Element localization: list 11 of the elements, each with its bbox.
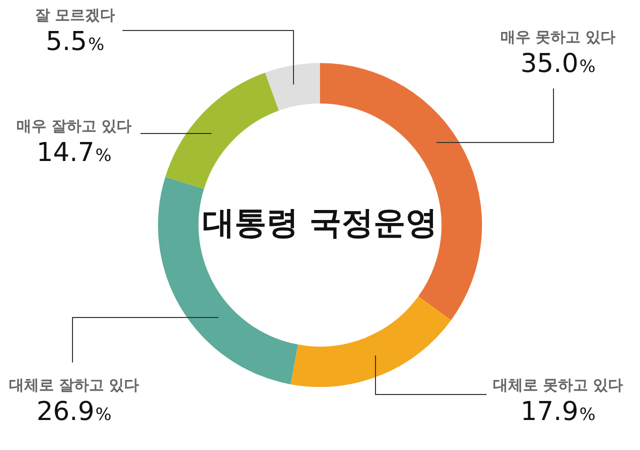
data-label: 26.9% (36, 397, 112, 427)
slice-label: 매우 잘하고 있다 (16, 117, 132, 135)
slice-label: 잘 모르겠다 (34, 6, 116, 24)
slice-label: 대체로 잘하고 있다 (8, 376, 140, 394)
slice-label: 대체로 못하고 있다 (492, 376, 624, 394)
data-label: 17.9% (520, 397, 596, 427)
slice-label: 매우 못하고 있다 (500, 28, 616, 46)
data-label: 35.0% (520, 49, 596, 79)
data-label: 5.5% (46, 27, 104, 57)
data-label: 14.7% (36, 138, 112, 168)
text: 대통령 국정운영 (202, 203, 438, 242)
